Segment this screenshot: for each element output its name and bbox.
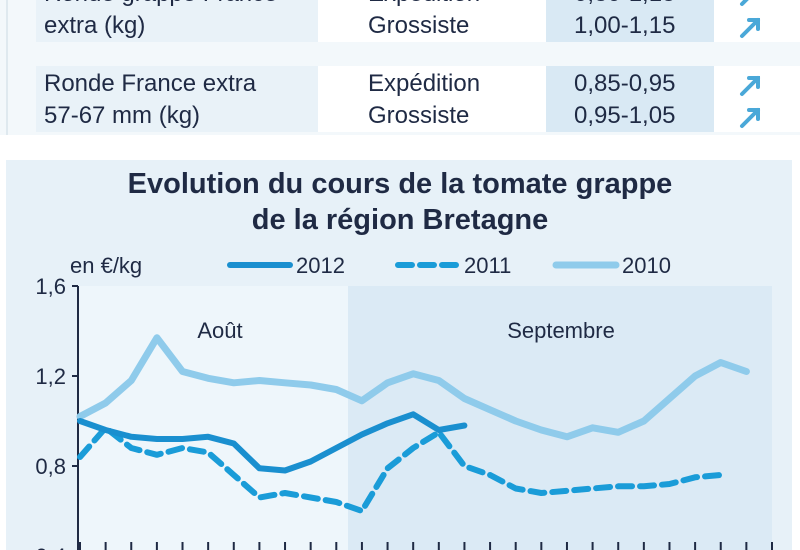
- table-row: Ronde grappe France extra (kg) Expéditio…: [0, 0, 800, 42]
- chart-title-line2: de la région Bretagne: [251, 204, 549, 236]
- price-cell: 0,85-0,95 0,95-1,05: [574, 70, 676, 129]
- chart-title: Evolution du cours de la tomate grappe d…: [0, 166, 800, 238]
- y-tick-label: 1,2: [35, 364, 66, 389]
- trend-cell: [736, 68, 776, 132]
- y-tick-label: 0,4: [35, 544, 66, 550]
- table-divider: [6, 0, 8, 135]
- trend-up-icon: [736, 0, 768, 10]
- series-line-2010: [76, 334, 750, 441]
- stage-cell: Expédition Grossiste: [368, 70, 481, 129]
- legend-label-2010: 2010: [622, 253, 671, 278]
- period-label-september: Septembre: [507, 318, 615, 343]
- chart-title-line1: Evolution du cours de la tomate grappe: [127, 168, 673, 200]
- trend-up-icon: [736, 68, 768, 100]
- y-tick-label: 1,6: [35, 274, 66, 299]
- y-axis-label: en €/kg: [70, 253, 142, 278]
- plot-area-august: [78, 286, 348, 550]
- product-cell: Ronde grappe France extra (kg): [44, 0, 277, 39]
- series-line-2012: [77, 411, 468, 474]
- product-cell: Ronde France extra 57-67 mm (kg): [44, 70, 257, 129]
- legend-label-2012: 2012: [296, 253, 345, 278]
- trend-up-icon: [736, 10, 768, 42]
- price-table: Ronde grappe France extra (kg) Expéditio…: [0, 0, 800, 135]
- trend-cell: [736, 0, 776, 42]
- trend-up-icon: [736, 100, 768, 132]
- price-cell: 0,80-1,15 1,00-1,15: [574, 0, 676, 39]
- legend-label-2011: 2011: [464, 253, 511, 278]
- y-tick-label: 0,8: [35, 454, 66, 479]
- table-row: Ronde France extra 57-67 mm (kg) Expédit…: [0, 66, 800, 132]
- period-label-august: Août: [197, 318, 242, 343]
- series-line-2011: [77, 424, 724, 514]
- stage-cell: Expédition Grossiste: [368, 0, 480, 39]
